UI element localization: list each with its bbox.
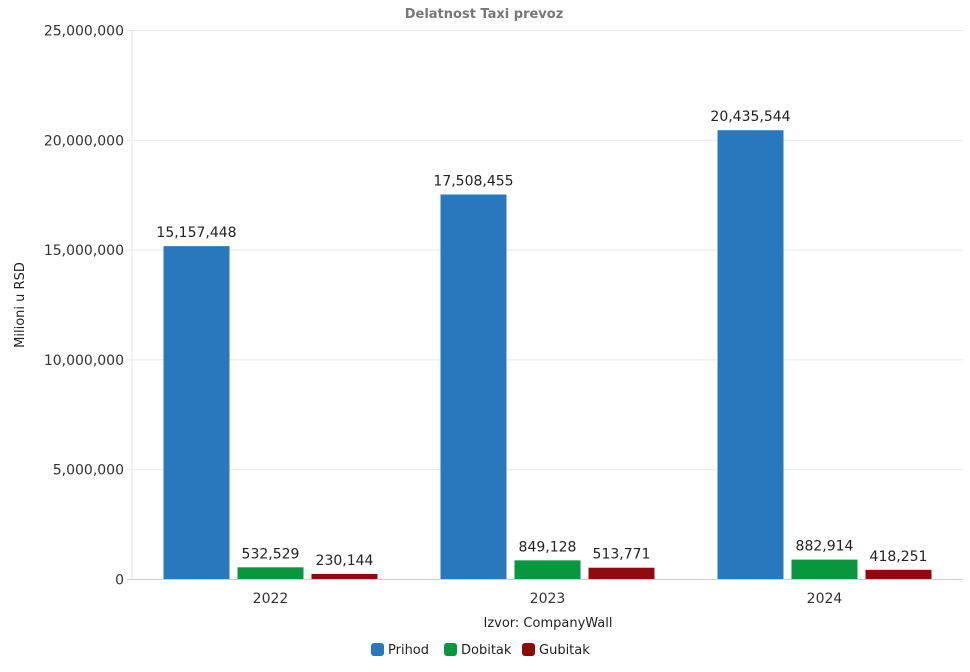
bar-gubitak-2024 [865,569,932,579]
legend-label: Gubitak [539,643,590,658]
bar-dobitak-2024 [791,559,858,579]
bars: 15,157,448 532,529 230,144 17,508,455 849,12… [156,109,932,579]
chart-title: Delatnost Taxi prevoz [405,7,564,22]
legend-item-gubitak[interactable]: Gubitak [522,643,590,658]
bar-dobitak-2023 [514,560,581,579]
x-axis-ticks: 2022 2023 2024 [253,591,843,607]
bar-prihod-2022 [163,246,230,579]
data-label: 849,128 [519,539,577,555]
data-label: 513,771 [593,547,651,563]
legend-label: Prihod [388,643,429,658]
legend-label: Dobitak [461,643,512,658]
legend-item-dobitak[interactable]: Dobitak [444,643,512,658]
legend-swatch [522,643,535,656]
y-axis-ticks: 0 5,000,000 10,000,000 15,000,000 20,000,000… [44,24,124,589]
legend: Prihod Dobitak Gubitak [371,643,590,658]
data-label: 418,251 [870,549,928,565]
bar-gubitak-2023 [588,567,655,579]
legend-swatch [371,643,384,656]
y-tick-label: 0 [115,573,124,589]
y-tick-label: 15,000,000 [44,243,124,259]
bar-prihod-2024 [717,130,784,579]
y-tick-label: 5,000,000 [53,463,124,479]
bar-dobitak-2022 [237,567,304,579]
data-label: 17,508,455 [433,174,513,190]
gridlines [127,30,963,580]
y-tick-label: 10,000,000 [44,353,124,369]
data-label: 882,914 [796,539,854,555]
x-tick-label: 2022 [253,591,289,607]
legend-swatch [444,643,457,656]
bar-prihod-2023 [440,194,507,579]
x-tick-label: 2023 [530,591,566,607]
data-label: 15,157,448 [156,225,236,241]
data-label: 532,529 [242,546,300,562]
bar-gubitak-2022 [311,573,378,579]
x-tick-label: 2024 [807,591,843,607]
y-tick-label: 25,000,000 [44,24,124,40]
data-label: 230,144 [316,553,374,569]
y-axis-title: Milioni u RSD [13,262,28,348]
x-axis-title: Izvor: CompanyWall [484,616,613,631]
y-tick-label: 20,000,000 [44,133,124,149]
legend-item-prihod[interactable]: Prihod [371,643,429,658]
data-label: 20,435,544 [710,109,790,125]
